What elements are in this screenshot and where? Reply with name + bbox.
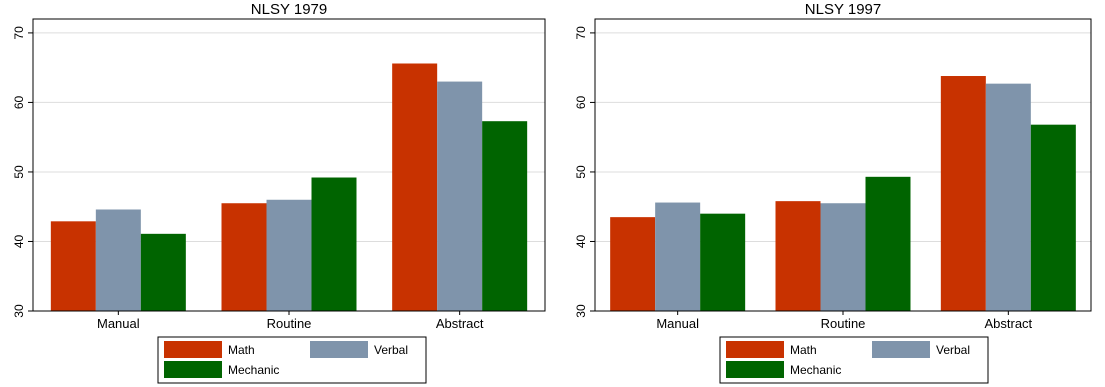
x-tick-label-0-manual: Manual bbox=[97, 316, 140, 331]
bar-0-manual-verbal bbox=[95, 209, 141, 311]
bar-0-routine-math bbox=[221, 203, 267, 311]
y-tick-label-1-40: 40 bbox=[574, 234, 588, 248]
y-tick-label-0-50: 50 bbox=[12, 165, 26, 179]
bar-1-routine-verbal bbox=[820, 203, 866, 311]
legend-label-1-mechanic: Mechanic bbox=[790, 363, 841, 377]
x-tick-label-1-abstract: Abstract bbox=[984, 316, 1032, 331]
x-tick-label-0-abstract: Abstract bbox=[436, 316, 484, 331]
bar-1-manual-mechanic bbox=[700, 213, 746, 311]
bar-1-abstract-mechanic bbox=[1030, 124, 1076, 311]
bar-0-abstract-mechanic bbox=[482, 121, 528, 311]
legend-swatch-0-math bbox=[164, 341, 222, 358]
legend-label-1-verbal: Verbal bbox=[936, 343, 970, 357]
plot-frame-0 bbox=[32, 18, 546, 312]
y-tick-label-0-30: 30 bbox=[12, 304, 26, 318]
legend-swatch-1-verbal bbox=[872, 341, 930, 358]
legend-swatch-0-verbal bbox=[310, 341, 368, 358]
legend-swatch-1-mechanic bbox=[726, 361, 784, 378]
bar-1-routine-math bbox=[775, 201, 821, 311]
legend-label-0-mechanic: Mechanic bbox=[228, 363, 279, 377]
bar-0-manual-math bbox=[50, 221, 96, 311]
y-tick-label-0-70: 70 bbox=[12, 26, 26, 40]
legend-label-0-math: Math bbox=[228, 343, 255, 357]
bar-0-abstract-math bbox=[392, 63, 438, 311]
plot-frame-1 bbox=[594, 18, 1092, 312]
bar-1-routine-mechanic bbox=[865, 176, 911, 311]
legend-swatch-0-mechanic bbox=[164, 361, 222, 378]
bar-0-routine-mechanic bbox=[311, 177, 357, 311]
legend-label-1-math: Math bbox=[790, 343, 817, 357]
x-tick-label-1-routine: Routine bbox=[821, 316, 866, 331]
y-tick-label-1-60: 60 bbox=[574, 95, 588, 109]
bar-0-manual-mechanic bbox=[140, 233, 186, 311]
bar-1-abstract-math bbox=[940, 76, 986, 311]
y-tick-label-0-60: 60 bbox=[12, 95, 26, 109]
x-tick-label-1-manual: Manual bbox=[656, 316, 699, 331]
x-tick-label-0-routine: Routine bbox=[267, 316, 312, 331]
y-tick-label-1-50: 50 bbox=[574, 165, 588, 179]
bar-0-routine-verbal bbox=[266, 199, 312, 311]
legend-label-0-verbal: Verbal bbox=[374, 343, 408, 357]
bar-1-abstract-verbal bbox=[985, 83, 1031, 312]
bar-0-abstract-verbal bbox=[437, 81, 483, 311]
bar-1-manual-verbal bbox=[655, 202, 701, 311]
legend-swatch-1-math bbox=[726, 341, 784, 358]
y-tick-label-1-70: 70 bbox=[574, 26, 588, 40]
y-tick-label-0-40: 40 bbox=[12, 234, 26, 248]
chart-title-0: NLSY 1979 bbox=[251, 1, 327, 18]
bar-1-manual-math bbox=[610, 217, 656, 311]
chart-title-1: NLSY 1997 bbox=[805, 1, 881, 18]
y-tick-label-1-30: 30 bbox=[574, 304, 588, 318]
